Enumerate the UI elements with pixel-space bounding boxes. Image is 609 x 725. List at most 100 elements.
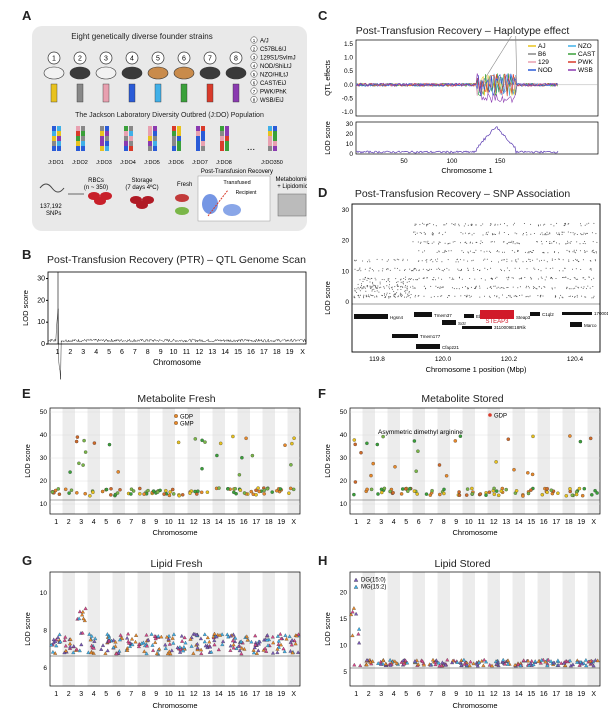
snp-point — [414, 225, 416, 226]
lipid-point — [281, 646, 286, 651]
x-axis-label: Chromosome — [452, 701, 497, 710]
metabolite-point — [457, 490, 461, 494]
metabolite-point — [376, 492, 380, 496]
lipid-point — [171, 632, 176, 636]
chromosome-bar — [76, 83, 84, 103]
lipid-point — [178, 650, 183, 654]
gene-label: 1700012D15Rik — [594, 311, 608, 316]
snp-point — [371, 289, 373, 291]
snp-point — [537, 269, 539, 271]
lipid-point — [278, 632, 283, 636]
lipid-point — [74, 647, 79, 651]
do-chromosome-segment — [52, 131, 56, 136]
lipid-point — [464, 662, 469, 667]
snp-point — [393, 290, 395, 292]
snp-point — [591, 297, 593, 299]
lipid-point — [421, 662, 427, 667]
lipid-point — [546, 657, 551, 662]
snp-point — [522, 261, 524, 263]
gene-block — [464, 314, 474, 318]
lipid-point — [105, 648, 110, 653]
snp-point — [563, 277, 565, 278]
lipid-point — [129, 636, 135, 641]
snp-point — [404, 270, 405, 271]
snp-point — [514, 251, 516, 253]
snp-point — [479, 296, 481, 298]
do-chromosome-segment — [225, 146, 229, 151]
snp-point — [531, 252, 533, 253]
snp-point — [556, 222, 558, 224]
snp-point — [538, 225, 539, 227]
lipid-point — [202, 632, 207, 636]
lipid-point — [126, 639, 131, 643]
snp-point — [405, 296, 407, 298]
metabolite-point — [526, 471, 530, 475]
lipid-point — [170, 636, 175, 640]
snp-point — [589, 287, 591, 289]
gene-block — [530, 312, 540, 316]
lipid-point — [195, 641, 200, 646]
chrom-tick-label: 9 — [154, 519, 158, 526]
do-chromosome-segment — [57, 126, 61, 131]
chrom-tick-label: 3 — [79, 691, 83, 698]
metabolite-point — [379, 487, 384, 492]
lipid-point — [349, 612, 354, 617]
metabolite-point — [82, 438, 86, 443]
snp-point — [444, 251, 446, 253]
chrom-tick-label: 4 — [92, 519, 96, 526]
metabolite-point — [158, 488, 162, 493]
snp-point — [493, 285, 495, 287]
y-axis-label-top: QTL effects — [325, 60, 332, 96]
snp-point — [480, 278, 482, 280]
snp-point — [499, 223, 501, 225]
annotation-label: Asymmetric dimethyl arginine — [378, 429, 463, 436]
lipid-point — [212, 638, 217, 643]
snp-point — [373, 284, 375, 286]
do-chromosome-segment — [124, 126, 128, 131]
dna-icon — [39, 183, 65, 193]
lipid-point — [125, 648, 130, 652]
lipid-point — [194, 632, 199, 637]
lipid-point — [163, 646, 168, 650]
transfused-label: Transfused — [223, 180, 250, 186]
snp-point — [388, 286, 390, 288]
lipid-point — [433, 662, 438, 667]
lipid-point — [87, 632, 92, 636]
snp-point — [397, 296, 399, 298]
snp-point — [442, 286, 444, 288]
lipid-point — [536, 659, 541, 663]
snp-point — [360, 294, 361, 296]
metabolite-point — [512, 467, 516, 472]
snp-point — [475, 224, 477, 226]
lipid-point — [91, 646, 96, 650]
snp-point — [528, 287, 530, 289]
lipid-point — [208, 644, 213, 649]
snp-point — [517, 287, 519, 289]
metabolite-point — [129, 492, 133, 496]
snp-point — [595, 251, 597, 253]
snp-point — [399, 269, 401, 271]
y-tick-label: 10 — [40, 501, 48, 508]
snp-point — [359, 290, 361, 292]
do-chromosome-segment — [268, 141, 272, 146]
snp-point — [501, 270, 502, 271]
snp-point — [409, 297, 411, 299]
snp-point — [547, 233, 549, 235]
snp-point — [559, 258, 560, 260]
legend-label: PWK — [578, 59, 593, 66]
lipid-point — [231, 645, 236, 650]
lipid-point — [459, 663, 464, 667]
snp-point — [368, 294, 370, 296]
chrom-band — [87, 408, 100, 514]
metabolite-point — [56, 487, 61, 491]
snp-point — [439, 288, 441, 289]
lipid-point — [57, 632, 62, 637]
do-chromosome-segment — [273, 136, 277, 141]
legend-label: NOD — [538, 67, 553, 74]
snp-point — [440, 286, 442, 288]
lipid-point — [543, 659, 548, 664]
lipid-point — [49, 642, 54, 647]
metabolite-point — [171, 492, 176, 496]
metabolite-point — [595, 491, 599, 495]
lipid-point — [80, 612, 85, 617]
